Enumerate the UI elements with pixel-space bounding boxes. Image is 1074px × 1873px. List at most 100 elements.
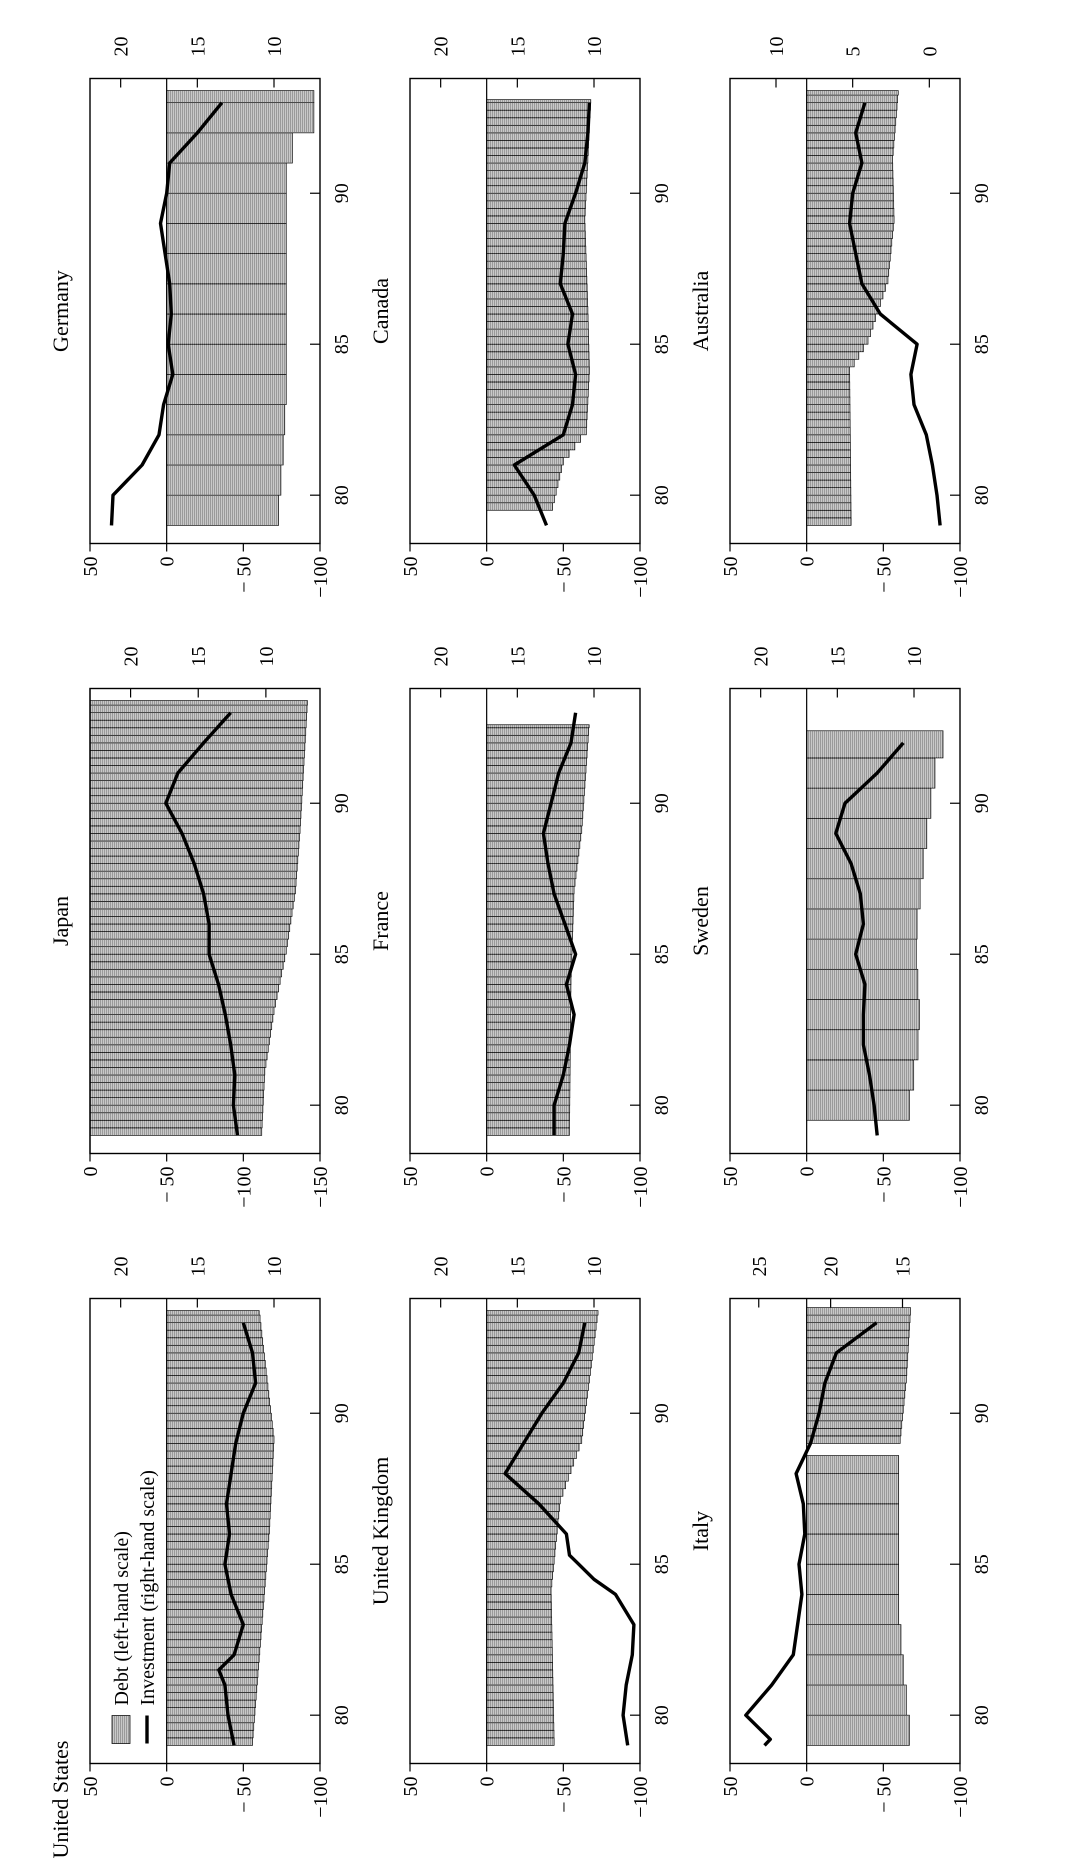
debt-bar	[806, 1321, 910, 1331]
debt-bar	[166, 464, 282, 496]
debt-bar	[486, 343, 590, 352]
debt-bar	[486, 486, 557, 496]
right-tick-label: 10	[766, 36, 788, 56]
debt-bar	[486, 1397, 587, 1406]
debt-bar	[486, 1066, 571, 1075]
debt-bar	[486, 953, 573, 962]
debt-bar	[486, 1495, 561, 1504]
investment-line	[512, 102, 592, 526]
right-tick-label: 15	[507, 646, 529, 666]
debt-bar	[166, 1397, 270, 1406]
left-tick-label: −100	[630, 556, 652, 597]
debt-bar	[89, 825, 301, 834]
right-tick-label: 20	[821, 1256, 843, 1276]
debt-bar	[486, 177, 588, 186]
right-tick-label: 20	[431, 646, 453, 666]
debt-bar	[89, 998, 276, 1007]
debt-bar	[806, 1684, 907, 1716]
debt-bar	[486, 1442, 580, 1451]
x-tick-label: 90	[331, 183, 353, 203]
debt-bar	[806, 1359, 908, 1368]
debt-bar	[486, 154, 589, 163]
debt-bar	[486, 1533, 557, 1542]
debt-bar	[486, 494, 555, 503]
debt-bar	[806, 139, 895, 148]
debt-bar	[166, 1714, 255, 1723]
panel-title: United States	[48, 1740, 73, 1858]
debt-bar	[486, 892, 575, 902]
left-tick-label: 50	[400, 556, 422, 576]
debt-bar	[166, 1450, 274, 1459]
debt-bar	[166, 1309, 260, 1315]
debt-bar	[166, 1457, 274, 1466]
debt-bar	[806, 94, 898, 103]
debt-bar	[89, 809, 302, 819]
debt-bar	[486, 840, 581, 849]
left-tick-label: −100	[950, 1776, 972, 1817]
x-tick-label: 90	[651, 793, 673, 813]
debt-bar	[806, 757, 936, 788]
debt-bar	[166, 1691, 257, 1700]
left-tick-label: 50	[400, 1776, 422, 1796]
debt-bar	[486, 1736, 555, 1746]
debt-bar	[806, 1593, 900, 1625]
debt-bar	[806, 358, 855, 367]
debt-bar	[89, 938, 288, 947]
debt-bar	[806, 237, 893, 246]
debt-bar	[166, 494, 279, 526]
panel-united-kingdom: United Kingdom 50 0 − 50 −100 20 15 10 80 85 90	[368, 1256, 673, 1817]
debt-bar	[166, 1570, 267, 1580]
debt-bar	[89, 772, 304, 781]
debt-bar	[89, 885, 296, 894]
debt-bar	[89, 1081, 265, 1090]
debt-bar	[486, 320, 589, 329]
investment-line	[503, 1321, 636, 1746]
debt-bar	[166, 1419, 273, 1429]
debt-bar	[486, 1646, 553, 1655]
debt-bar	[486, 109, 591, 118]
debt-bar	[166, 1555, 268, 1565]
debt-bar	[486, 1119, 570, 1128]
debt-bar	[166, 1631, 262, 1640]
debt-bar	[166, 1533, 270, 1542]
debt-bar	[486, 1699, 554, 1708]
debt-bar	[806, 1412, 903, 1421]
debt-bar	[806, 479, 852, 488]
debt-bar	[486, 1028, 571, 1038]
right-tick-label: 10	[904, 646, 926, 666]
left-tick-label: −100	[310, 556, 332, 597]
debt-bar	[486, 1329, 596, 1338]
debt-bar	[486, 779, 586, 788]
debt-bar	[486, 960, 572, 970]
debt-bar	[486, 1321, 597, 1331]
right-tick-label: 20	[751, 646, 773, 666]
right-tick-label: 15	[827, 646, 849, 666]
debt-bar	[166, 343, 287, 375]
debt-bar	[486, 855, 579, 864]
debt-bar	[486, 1638, 553, 1648]
debt-bar	[806, 343, 864, 352]
left-tick-label: 50	[80, 1776, 102, 1796]
debt-bar	[89, 757, 305, 766]
debt-bar	[806, 1382, 906, 1391]
debt-bar	[806, 847, 924, 879]
left-tick-label: − 50	[553, 556, 575, 592]
x-tick-label: 85	[331, 944, 353, 964]
debt-bar	[806, 1374, 907, 1383]
debt-bar	[486, 147, 589, 156]
left-tick-label: 0	[797, 1776, 819, 1786]
right-tick-label: 10	[584, 646, 606, 666]
debt-bar	[806, 426, 851, 435]
panel-frame	[89, 77, 321, 544]
x-tick-label: 80	[331, 1095, 353, 1115]
left-tick-label: 0	[797, 556, 819, 566]
debt-bar	[806, 471, 852, 480]
debt-bar	[166, 89, 315, 103]
debt-bar	[486, 983, 572, 992]
investment-line	[847, 101, 942, 526]
debt-bar	[486, 1006, 572, 1015]
investment-line	[541, 711, 578, 1135]
debt-bar	[166, 1601, 264, 1610]
debt-bar	[89, 870, 297, 879]
debt-bar	[89, 704, 308, 713]
